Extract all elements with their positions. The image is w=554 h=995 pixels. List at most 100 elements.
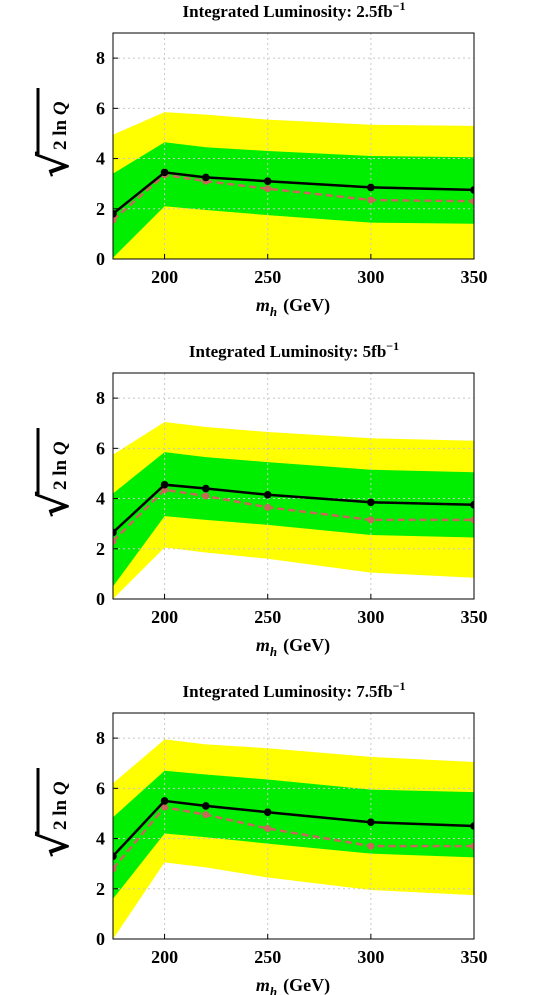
chart-title-superscript: −1	[393, 679, 406, 693]
observed-line	[113, 799, 474, 857]
expected-point	[113, 537, 117, 545]
x-axis-label-var: m	[256, 975, 270, 995]
chart-title-main: Integrated Luminosity: 5fb	[189, 342, 386, 361]
x-tick-label: 350	[461, 947, 488, 967]
observed-point	[113, 528, 117, 537]
y-tick-label: 4	[96, 489, 105, 509]
y-axis-radical: √	[31, 491, 78, 518]
observed-point	[160, 168, 169, 177]
x-tick-label: 300	[357, 267, 384, 287]
y-tick-label: 6	[96, 438, 105, 458]
expected-line	[113, 173, 474, 222]
one-sigma-band	[113, 770, 474, 899]
chart-title-superscript: −1	[386, 339, 399, 353]
expected-point	[470, 842, 474, 850]
observed-point	[367, 818, 375, 827]
x-tick-label: 250	[254, 947, 281, 967]
y-tick-label: 2	[96, 539, 105, 559]
plot-frame	[112, 372, 475, 600]
x-axis-label-unit: (GeV)	[283, 975, 330, 995]
x-tick-label: 300	[357, 947, 384, 967]
chart-title-main: Integrated Luminosity: 7.5fb	[183, 682, 393, 701]
y-tick-label: 8	[96, 388, 105, 408]
observed-point	[160, 480, 169, 489]
plot-area	[113, 713, 474, 939]
x-axis-label-var: m	[256, 295, 270, 315]
plot-frame	[112, 712, 475, 940]
observed-line	[113, 483, 474, 534]
expected-point	[367, 842, 375, 850]
x-axis-label-sub: h	[270, 644, 277, 659]
observed-point	[263, 177, 272, 185]
x-tick-label: 300	[357, 607, 384, 627]
plot-area	[113, 33, 474, 259]
chart-title-main: Integrated Luminosity: 2.5fb	[183, 2, 393, 21]
plot-frame	[112, 32, 475, 260]
x-axis-label-var: m	[256, 635, 270, 655]
chart-title-superscript: −1	[393, 0, 406, 13]
expected-point	[202, 492, 210, 500]
y-tick-label: 4	[96, 149, 105, 169]
one-sigma-band	[113, 452, 474, 587]
expected-point	[470, 516, 474, 524]
y-axis-radical: √	[31, 831, 78, 858]
observed-line	[113, 171, 474, 215]
x-axis-label-sub: h	[270, 984, 277, 995]
observed-point	[367, 498, 375, 507]
chart-panel-3: 200 250 300 350 0 2 4 6 8 Integrated Luminosity: …	[31, 679, 488, 995]
y-tick-label: 2	[96, 199, 105, 219]
expected-point	[264, 503, 272, 511]
y-axis-label-text: 2 ln Q	[50, 441, 71, 490]
observed-point	[470, 822, 474, 830]
expected-point	[264, 185, 272, 193]
observed-point	[470, 501, 474, 509]
y-tick-label: 4	[96, 829, 105, 849]
observed-point	[263, 808, 272, 816]
x-tick-label: 200	[151, 267, 178, 287]
chart-title: Integrated Luminosity: 7.5fb−1	[183, 679, 406, 701]
y-tick-label: 6	[96, 778, 105, 798]
chart-title: Integrated Luminosity: 2.5fb−1	[183, 0, 406, 21]
x-axis-label: mh (GeV)	[256, 295, 330, 319]
observed-point	[470, 186, 474, 194]
x-tick-label: 200	[151, 607, 178, 627]
y-tick-label: 0	[96, 929, 105, 949]
expected-point	[202, 811, 210, 819]
y-tick-label: 0	[96, 249, 105, 269]
y-tick-label: 0	[96, 589, 105, 609]
y-axis-label-text: 2 ln Q	[50, 101, 71, 150]
x-axis-label: mh (GeV)	[256, 975, 330, 995]
observed-point	[202, 802, 210, 810]
observed-point	[367, 183, 375, 192]
chart-panel-1: 200 250 300 350 0 2 4 6 8 Integrated Luminosity: …	[31, 0, 488, 319]
y-axis-label-text: 2 ln Q	[50, 781, 71, 830]
expected-point	[113, 865, 117, 873]
x-axis-label-unit: (GeV)	[283, 635, 330, 656]
y-axis-radical: √	[31, 151, 78, 178]
expected-point	[470, 197, 474, 205]
expected-point	[367, 516, 375, 524]
observed-point	[113, 210, 117, 218]
y-tick-label: 8	[96, 728, 105, 748]
y-tick-label: 8	[96, 48, 105, 68]
y-tick-label: 6	[96, 98, 105, 118]
expected-point	[264, 825, 272, 833]
x-tick-label: 350	[461, 267, 488, 287]
y-axis-label: √2 ln Q	[31, 428, 78, 518]
x-axis-label: mh (GeV)	[256, 635, 330, 659]
expected-point	[113, 216, 117, 224]
expected-point	[161, 803, 169, 811]
y-axis-label: √2 ln Q	[31, 88, 78, 178]
observed-point	[202, 484, 210, 493]
x-axis-label-sub: h	[270, 304, 277, 319]
observed-point	[202, 173, 210, 182]
x-axis-label-unit: (GeV)	[283, 295, 330, 316]
x-tick-label: 200	[151, 947, 178, 967]
y-tick-label: 2	[96, 879, 105, 899]
observed-point	[160, 797, 169, 805]
observed-point	[263, 490, 272, 499]
chart-panel-2: 200 250 300 350 0 2 4 6 8 Integrated Luminosity: …	[31, 339, 488, 659]
x-tick-label: 250	[254, 607, 281, 627]
one-sigma-band	[113, 142, 474, 258]
